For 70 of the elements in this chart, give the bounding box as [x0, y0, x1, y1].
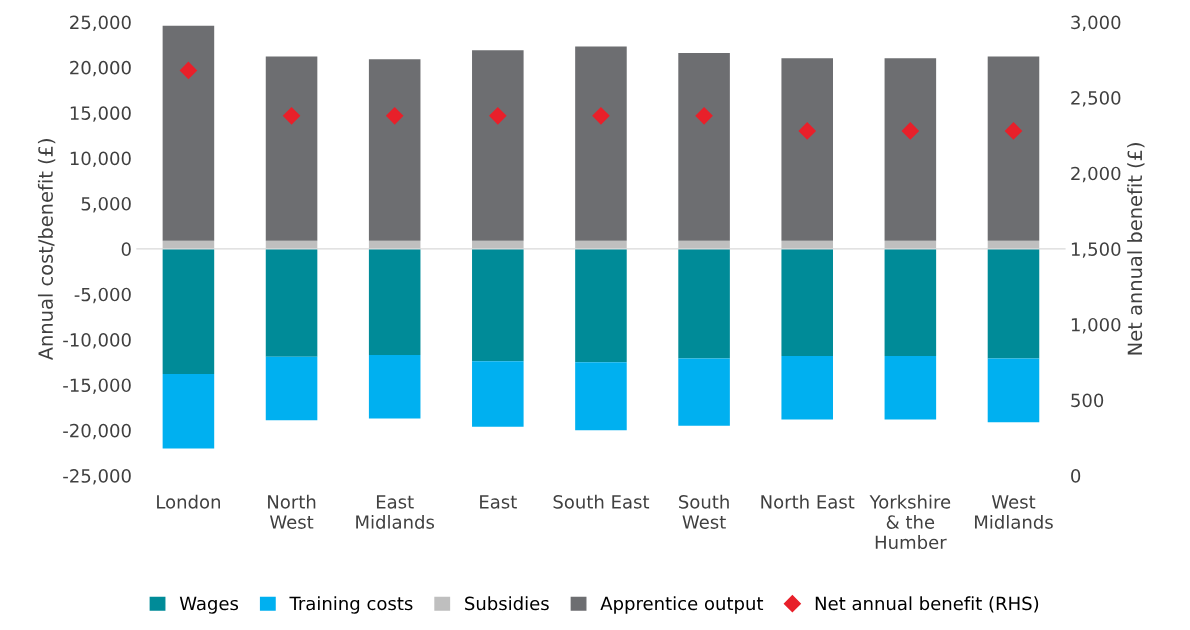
bar [884, 248, 937, 356]
x-tick-label: East [480, 495, 517, 509]
y-tick-label: 15,000 [70, 106, 131, 122]
bar [575, 46, 627, 241]
bar [884, 58, 937, 241]
bar [162, 248, 215, 375]
x-tick-label: North East [761, 494, 855, 509]
point [179, 61, 197, 79]
bar [368, 354, 421, 419]
y2-axis-title: Net annual benefit (£) [1127, 143, 1145, 355]
point [386, 107, 404, 125]
y-tick-label: 20,000 [70, 60, 131, 77]
bar [781, 355, 833, 420]
y2-tick-label: 3,000 [1071, 15, 1121, 32]
y2-tick-label: 2,000 [1071, 166, 1121, 183]
y-axis-title: Annual cost/benefit (£) [37, 139, 56, 361]
bar [987, 358, 1040, 423]
bar [162, 25, 215, 241]
y-tick-label: 5,000 [81, 196, 131, 213]
bar [678, 52, 730, 241]
legend-label: Wages [179, 596, 239, 614]
point [489, 107, 507, 125]
y-tick-label: 25,000 [70, 15, 131, 32]
y-tick-label: -25,000 [63, 469, 131, 485]
bar [472, 50, 524, 241]
bar [678, 248, 730, 359]
bar [368, 59, 421, 241]
y-tick-label: -15,000 [63, 378, 131, 394]
bar [472, 248, 524, 362]
y-tick-label: -5,000 [74, 287, 131, 304]
y2-tick-label: 1,500 [1071, 242, 1121, 258]
legend-label: Subsidies [465, 596, 549, 611]
bar [987, 56, 1040, 241]
y2-tick-label: 0 [1071, 469, 1081, 483]
point [798, 122, 816, 140]
x-tick-label: Yorkshire & the Humber [869, 494, 951, 550]
y-tick-label: -20,000 [63, 423, 131, 440]
bar [884, 355, 937, 420]
bar [781, 248, 833, 356]
legend-label: Apprentice output [600, 596, 764, 614]
bar [575, 362, 627, 431]
bar [265, 248, 318, 357]
bar [265, 56, 318, 241]
y2-tick-label: 1,000 [1071, 317, 1121, 334]
bar [575, 248, 627, 363]
bar [472, 361, 524, 427]
y2-tick-label: 500 [1071, 393, 1104, 408]
y-tick-label: -10,000 [63, 333, 131, 349]
legend-label: Training costs [289, 596, 413, 614]
x-tick-label: North West [268, 494, 316, 529]
point [695, 107, 713, 125]
bar [678, 358, 730, 426]
bar [368, 248, 421, 355]
point [1004, 122, 1023, 140]
x-tick-label: South West [679, 494, 729, 529]
x-tick-label: London [157, 494, 220, 509]
y-tick-label: 0 [121, 242, 131, 256]
bar [781, 58, 833, 241]
x-tick-label: South East [553, 494, 650, 509]
y2-tick-label: 2,500 [1071, 91, 1121, 107]
point [901, 122, 919, 140]
point [592, 107, 610, 125]
x-tick-label: West Midlands [975, 495, 1053, 529]
legend-label: Net annual benefit (RHS) [815, 596, 1039, 613]
y-tick-label: 10,000 [70, 151, 131, 168]
bar [987, 248, 1040, 359]
x-tick-label: East Midlands [356, 495, 435, 529]
bar [265, 356, 318, 421]
bar [162, 374, 215, 449]
point [282, 107, 301, 125]
